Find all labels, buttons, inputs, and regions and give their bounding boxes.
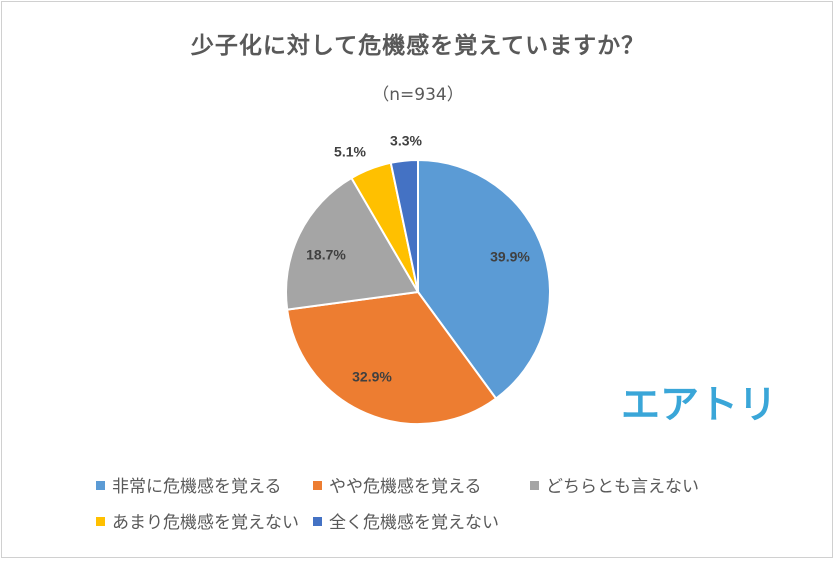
- legend-item: 全く危機感を覚えない: [313, 512, 499, 534]
- legend-item: 非常に危機感を覚える: [96, 476, 282, 498]
- pie-slice: [389, 158, 419, 293]
- legend-label: あまり危機感を覚えない: [112, 513, 299, 533]
- legend-label: どちらとも言えない: [546, 477, 699, 497]
- data-label: 5.1%: [334, 144, 366, 160]
- legend-swatch: [96, 516, 105, 526]
- legend-swatch: [313, 516, 322, 526]
- legend-swatch: [530, 480, 539, 490]
- pie-slice: [417, 158, 552, 400]
- legend-swatch: [313, 480, 322, 490]
- pie-slice: [285, 176, 420, 311]
- data-label: 18.7%: [306, 247, 346, 263]
- chart-subtitle: （n=934）: [372, 85, 464, 105]
- data-label: 3.3%: [390, 133, 422, 149]
- legend-label: 非常に危機感を覚える: [112, 477, 282, 497]
- pie-slice: [286, 290, 498, 425]
- legend-item: やや危機感を覚える: [313, 476, 482, 498]
- legend-label: 全く危機感を覚えない: [329, 513, 499, 533]
- data-label: 39.9%: [490, 249, 530, 265]
- legend-item: あまり危機感を覚えない: [96, 512, 299, 534]
- data-label: 32.9%: [352, 369, 392, 385]
- chart-title: 少子化に対して危機感を覚えていますか？: [190, 33, 646, 59]
- brand-logo: エアトリ: [621, 383, 778, 428]
- legend-swatch: [96, 480, 105, 490]
- legend-item: どちらとも言えない: [530, 476, 699, 498]
- legend-label: やや危機感を覚える: [329, 477, 482, 497]
